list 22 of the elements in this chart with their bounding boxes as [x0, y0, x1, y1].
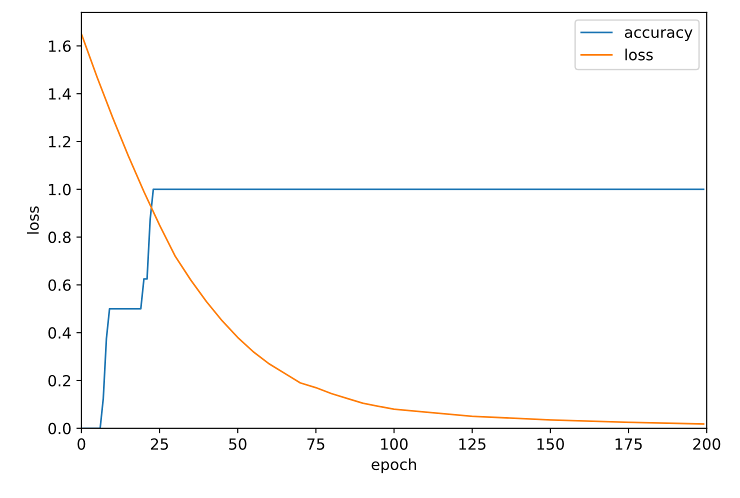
y-tick-label: 0.4 — [48, 327, 71, 339]
legend-label: loss — [625, 48, 653, 60]
y-tick-label: 0.8 — [48, 232, 71, 244]
y-tick-label: 1.0 — [49, 184, 71, 196]
y-tick-label: 0.2 — [48, 374, 70, 387]
y-tick-label: 1.4 — [49, 88, 71, 100]
y-tick-label: 1.6 — [49, 40, 71, 52]
y-tick-label: 1.2 — [49, 136, 70, 148]
x-tick-label: 125 — [459, 438, 486, 450]
x-tick-label: 25 — [150, 438, 168, 450]
x-tick-label: 150 — [537, 438, 564, 450]
x-tick-label: 175 — [616, 438, 642, 450]
x-tick-label: 100 — [381, 438, 408, 450]
y-tick-label: 0.0 — [48, 422, 71, 434]
x-tick-label: 200 — [693, 438, 720, 450]
x-tick-label: 0 — [78, 438, 86, 450]
x-tick-label: 50 — [229, 438, 246, 450]
x-tick-label: 75 — [307, 438, 324, 450]
y-tick-label: 0.6 — [48, 279, 71, 291]
y-axis-title: loss — [27, 206, 39, 234]
legend-label: accuracy — [624, 29, 692, 41]
x-axis-title: epoch — [372, 458, 416, 474]
